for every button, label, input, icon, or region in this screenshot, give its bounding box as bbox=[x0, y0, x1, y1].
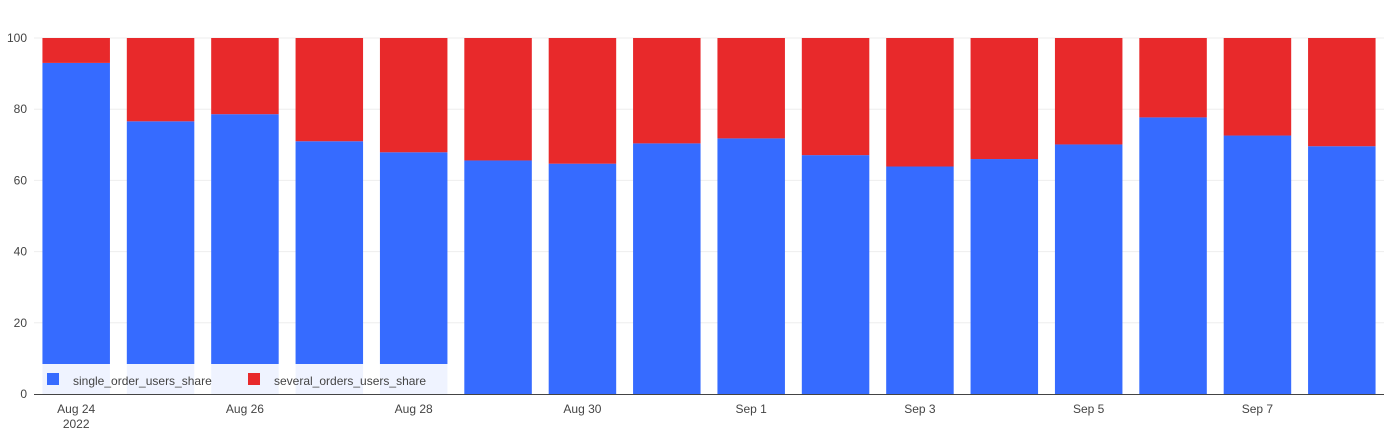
legend-swatch-single-order[interactable] bbox=[47, 373, 59, 385]
bar-several-orders[interactable] bbox=[295, 38, 364, 142]
legend-label-several-orders[interactable]: several_orders_users_share bbox=[274, 374, 426, 388]
bar-several-orders[interactable] bbox=[126, 38, 195, 122]
bar-single-order[interactable] bbox=[1223, 135, 1292, 394]
bar-several-orders[interactable] bbox=[1223, 38, 1292, 136]
legend: single_order_users_share several_orders_… bbox=[36, 364, 450, 394]
x-tick-label: Aug 26 bbox=[226, 402, 264, 416]
y-axis: 0 20 40 60 80 100 bbox=[7, 31, 27, 401]
bar-several-orders[interactable] bbox=[886, 38, 954, 167]
bar-several-orders[interactable] bbox=[548, 38, 617, 164]
bar-single-order[interactable] bbox=[1308, 146, 1376, 394]
bar-several-orders[interactable] bbox=[211, 38, 279, 115]
bar-single-order[interactable] bbox=[126, 121, 195, 394]
legend-label-single-order[interactable]: single_order_users_share bbox=[73, 374, 212, 388]
bar-single-order[interactable] bbox=[886, 166, 954, 394]
bar-single-order[interactable] bbox=[295, 141, 364, 394]
y-tick-label: 0 bbox=[20, 387, 27, 401]
bar-single-order[interactable] bbox=[379, 152, 448, 394]
x-tick-sublabel: 2022 bbox=[63, 417, 90, 431]
bar-single-order[interactable] bbox=[1139, 117, 1207, 394]
bar-several-orders[interactable] bbox=[42, 38, 110, 63]
bar-several-orders[interactable] bbox=[633, 38, 701, 144]
bar-several-orders[interactable] bbox=[970, 38, 1039, 160]
bar-single-order[interactable] bbox=[548, 163, 617, 394]
y-tick-label: 40 bbox=[14, 245, 28, 259]
bars bbox=[42, 38, 1376, 395]
x-tick-label: Sep 1 bbox=[736, 402, 768, 416]
bar-several-orders[interactable] bbox=[801, 38, 870, 156]
y-tick-label: 100 bbox=[7, 31, 27, 45]
bar-several-orders[interactable] bbox=[1054, 38, 1123, 145]
bar-several-orders[interactable] bbox=[717, 38, 785, 139]
bar-single-order[interactable] bbox=[211, 114, 279, 395]
bar-several-orders[interactable] bbox=[1308, 38, 1376, 147]
bar-single-order[interactable] bbox=[633, 143, 701, 394]
legend-swatch-several-orders[interactable] bbox=[248, 373, 260, 385]
y-tick-label: 60 bbox=[14, 173, 28, 187]
y-tick-label: 80 bbox=[14, 102, 28, 116]
bar-single-order[interactable] bbox=[801, 155, 870, 394]
bar-single-order[interactable] bbox=[42, 62, 110, 395]
bar-several-orders[interactable] bbox=[464, 38, 532, 161]
legend-background bbox=[36, 364, 450, 394]
x-tick-label: Aug 30 bbox=[563, 402, 601, 416]
y-tick-label: 20 bbox=[14, 316, 28, 330]
bar-several-orders[interactable] bbox=[1139, 38, 1207, 118]
x-tick-label: Sep 5 bbox=[1073, 402, 1105, 416]
x-tick-label: Aug 28 bbox=[395, 402, 433, 416]
x-tick-label: Sep 7 bbox=[1242, 402, 1274, 416]
bar-single-order[interactable] bbox=[717, 138, 785, 394]
bar-single-order[interactable] bbox=[970, 159, 1039, 394]
bar-single-order[interactable] bbox=[464, 160, 532, 394]
x-tick-label: Sep 3 bbox=[904, 402, 936, 416]
bar-several-orders[interactable] bbox=[379, 38, 448, 153]
bar-single-order[interactable] bbox=[1054, 144, 1123, 394]
x-tick-label: Aug 24 bbox=[57, 402, 95, 416]
